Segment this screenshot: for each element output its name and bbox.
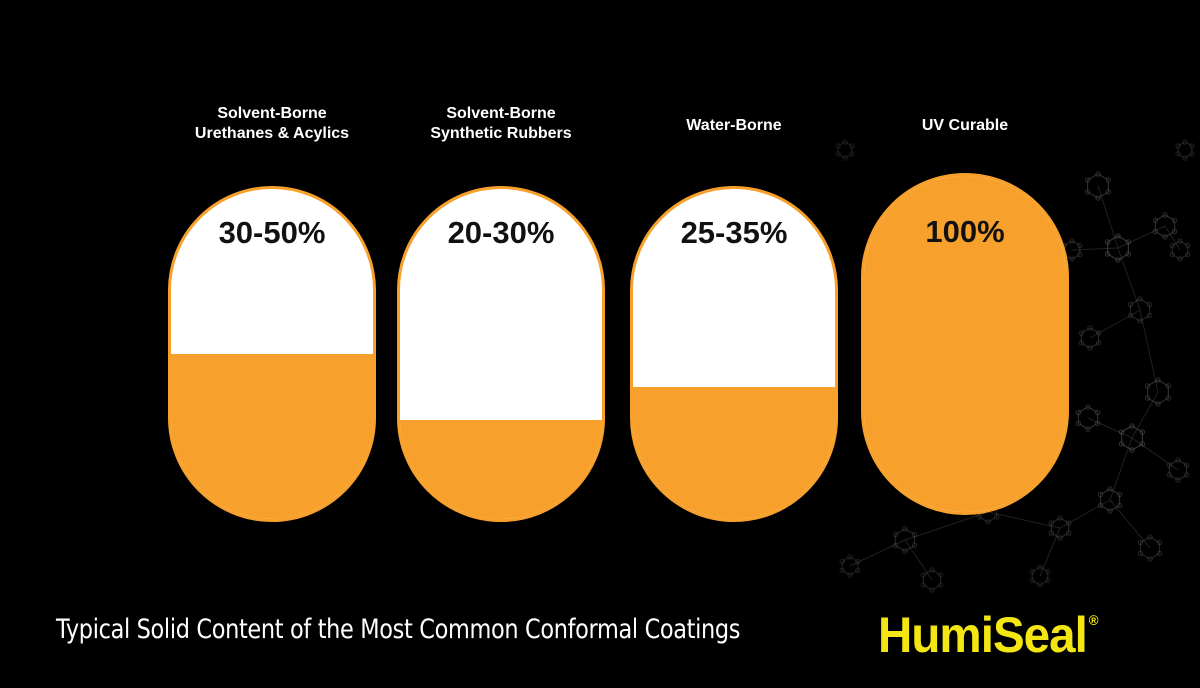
molecule-bond: [1039, 527, 1061, 577]
molecule-hexagon: [839, 554, 861, 578]
category-label: UV Curable: [921, 117, 1009, 134]
molecule-hexagon: [1097, 486, 1123, 514]
molecule-hexagon: [1084, 171, 1112, 201]
molecule-hexagon: [1166, 457, 1190, 483]
molecule-bond: [1131, 437, 1179, 471]
category-label: Solvent-Borne Urethanes & Acylics: [194, 105, 350, 142]
molecule-hexagon: [1144, 377, 1172, 407]
molecule-hexagon: [1152, 212, 1178, 240]
percent-label: 30-50%: [218, 215, 326, 250]
molecule-bond: [1097, 185, 1119, 249]
percent-label: 100%: [925, 214, 1005, 249]
capsule-fill: [864, 176, 1066, 512]
humiseal-logo: HumiSeal ®: [878, 606, 1099, 664]
molecule-hexagon: [1118, 423, 1146, 453]
molecule-bond: [1131, 391, 1159, 439]
percent-label: 25-35%: [680, 215, 788, 250]
molecule-bond: [1071, 247, 1119, 251]
molecule-bond: [987, 511, 1061, 529]
molecule-bond: [1089, 309, 1141, 339]
capsule-bar: 20-30%: [397, 186, 605, 522]
molecule-hexagon: [1048, 515, 1072, 541]
molecule-bond: [1109, 437, 1133, 501]
molecule-hexagon: [892, 526, 918, 554]
molecule-hexagon: [1075, 404, 1101, 432]
percent-label: 20-30%: [447, 215, 555, 250]
molecule-bond: [904, 511, 989, 541]
molecule-hexagon: [1104, 233, 1132, 263]
category-label: Solvent-Borne Synthetic Rubbers: [430, 105, 572, 142]
molecule-hexagon: [835, 139, 855, 161]
molecule-bond: [1059, 499, 1111, 529]
category-label: Water-Borne: [686, 117, 782, 134]
capsule-fill: [400, 420, 602, 519]
molecule-hexagon: [920, 567, 944, 593]
molecule-bond: [1087, 417, 1133, 439]
molecule-bond: [1117, 247, 1141, 311]
capsule-bar: 100%: [861, 173, 1069, 515]
molecule-bond: [1139, 309, 1159, 393]
molecule-hexagon: [1078, 325, 1102, 351]
capsule-bar: 25-35%: [630, 186, 838, 522]
capsule-fill: [171, 354, 373, 519]
capsule-fill: [633, 387, 835, 519]
molecule-hexagon: [1169, 238, 1191, 262]
capsule-bar: 30-50%: [168, 186, 376, 522]
molecule-bond: [1164, 225, 1181, 251]
molecule-bond: [849, 539, 906, 567]
molecule-hexagon: [1137, 534, 1163, 562]
molecule-hexagon: [1175, 139, 1195, 161]
molecule-bond: [904, 539, 933, 581]
molecule-bond: [1109, 499, 1151, 549]
molecule-hexagon: [1029, 564, 1051, 588]
molecule-bond: [1117, 225, 1166, 249]
registered-mark: ®: [1088, 612, 1099, 628]
chart-caption: Typical Solid Content of the Most Common…: [56, 614, 741, 645]
logo-wordmark: HumiSeal: [878, 607, 1088, 663]
molecule-hexagon: [1127, 296, 1153, 324]
